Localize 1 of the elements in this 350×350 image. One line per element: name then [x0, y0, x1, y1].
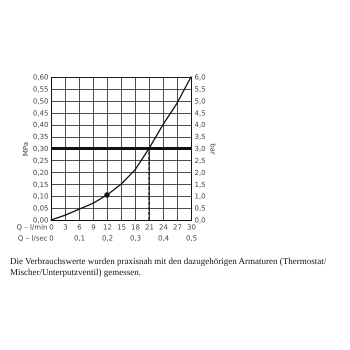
- text: Die Verbrauchswerte wurden praxisnah mit den dazugehörigen Armaturen (Thermostat/ Mischer/Unterputzventil) gemessen.: [10, 256, 328, 278]
